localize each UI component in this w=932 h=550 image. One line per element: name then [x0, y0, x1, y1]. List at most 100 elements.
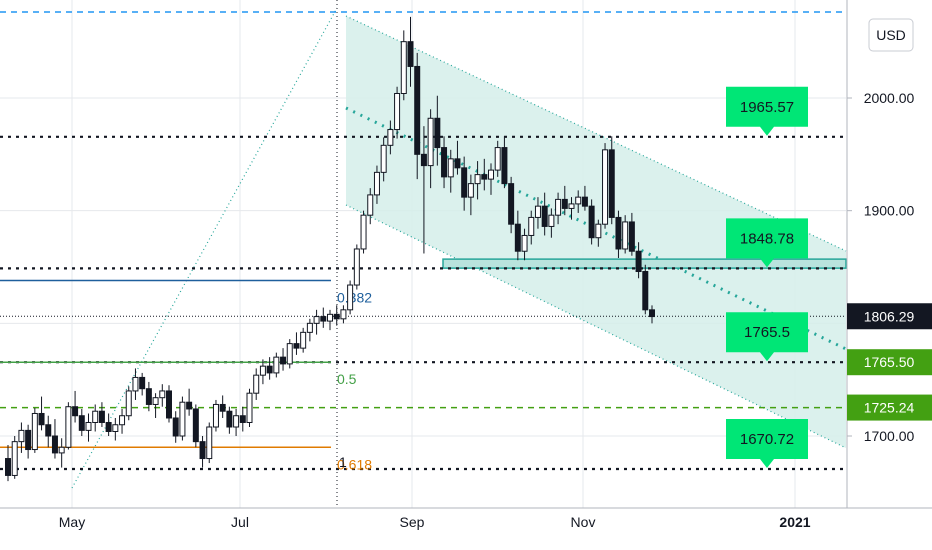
price-tag-bg[interactable]	[847, 349, 932, 376]
candle-body	[5, 458, 11, 476]
candle-body	[561, 198, 568, 209]
price-tag-bg[interactable]	[847, 303, 932, 330]
currency-button-label[interactable]: USD	[876, 27, 906, 43]
candle-body	[360, 214, 367, 250]
candle-body	[45, 424, 52, 437]
candle-body	[313, 316, 320, 324]
candle-body	[642, 271, 649, 311]
price-tag[interactable]: 1806.29	[847, 303, 932, 330]
candle-body	[320, 316, 327, 322]
candle-body	[581, 196, 588, 207]
fib-label: 0.618	[337, 456, 372, 472]
horizontal-levels	[0, 0, 846, 508]
candle-body	[340, 309, 347, 320]
candle-body	[534, 205, 541, 218]
price-tick-label: 1900.00	[864, 203, 915, 219]
price-axis[interactable]: 2000.00 1900.00 1700.00 1806.29 1765.50 1725.…	[846, 0, 932, 508]
candle-body	[286, 343, 293, 365]
callout-label: 1965.57	[740, 99, 794, 116]
candle-body	[85, 421, 92, 431]
price-tag-label[interactable]: 1765.50	[864, 354, 915, 370]
time-tick-label: Jul	[231, 514, 249, 530]
candle-body	[306, 322, 313, 333]
price-tag-label[interactable]: 1806.29	[864, 308, 915, 324]
candle-body	[635, 250, 642, 273]
candle-body	[65, 406, 72, 448]
candle-body	[166, 390, 172, 419]
candle-body	[528, 216, 535, 236]
time-tick-label: May	[59, 514, 85, 530]
candle-body	[219, 403, 226, 412]
price-tag[interactable]: 1765.50	[847, 349, 932, 376]
candle-body	[568, 203, 575, 209]
candle-body	[72, 406, 79, 417]
price-tag[interactable]: 1725.24	[847, 394, 932, 421]
candle-body	[461, 167, 468, 198]
price-callout: 1965.57	[726, 86, 808, 136]
candle-body	[481, 174, 488, 180]
fib-label-extra: 1	[339, 454, 347, 470]
candle-body	[447, 158, 454, 178]
candle-body	[132, 376, 139, 392]
candle-body	[112, 424, 119, 433]
candle-body	[501, 147, 508, 185]
callout-label: 1848.78	[740, 230, 794, 247]
currency-button[interactable]: USD	[868, 18, 914, 52]
candle-body	[615, 216, 622, 250]
candle-body	[333, 313, 340, 320]
channel-upper-line	[345, 15, 847, 252]
candle-body	[367, 194, 374, 216]
candle-body	[494, 147, 501, 171]
candle-body	[199, 441, 206, 460]
candle-body	[266, 365, 273, 374]
time-tick-label: 2021	[779, 514, 810, 530]
candle-body	[31, 412, 38, 451]
fib-label: 0.382	[337, 290, 372, 306]
candle-body	[92, 410, 99, 423]
price-callouts: 1965.57 1848.78 1765.5 1670.72	[726, 86, 808, 468]
candle-body	[427, 117, 434, 167]
candle-body	[253, 374, 260, 394]
candle-body	[233, 415, 240, 428]
callout-label: 1670.72	[740, 431, 794, 448]
candle-body	[226, 410, 233, 428]
candle-body	[58, 446, 65, 454]
candle-body	[622, 221, 629, 250]
candle-body	[98, 410, 105, 423]
candle-body	[192, 408, 199, 443]
price-tag-label[interactable]: 1725.24	[864, 400, 915, 416]
currency-button-frame[interactable]	[868, 18, 914, 52]
candle-body	[541, 205, 548, 227]
candle-body	[51, 435, 58, 454]
callout-box	[726, 312, 808, 362]
price-tag-bg[interactable]	[847, 394, 932, 421]
candle-body	[38, 412, 45, 426]
candle-body	[212, 403, 219, 428]
candle-body	[548, 214, 555, 227]
candle-body	[420, 153, 427, 167]
candle-body	[259, 365, 266, 376]
candle-body	[11, 441, 18, 476]
candle-body	[454, 158, 461, 169]
candle-body	[595, 223, 602, 239]
candle-body	[414, 65, 421, 155]
fib-label: 0.5	[337, 371, 357, 387]
candle-body	[105, 421, 112, 433]
candle-body	[300, 331, 307, 349]
candle-body	[280, 356, 287, 365]
candle-body	[172, 417, 179, 437]
candle-body	[239, 415, 246, 423]
candle-body	[119, 415, 126, 426]
candle-body	[588, 205, 595, 239]
fib-trend-line	[71, 7, 338, 489]
candle-body	[293, 343, 300, 349]
candle-body	[508, 183, 515, 225]
candle-body	[273, 356, 280, 374]
candle-body	[125, 390, 132, 417]
time-axis[interactable]: May Jul Sep Nov 2021	[0, 507, 932, 530]
candle-body	[373, 171, 380, 196]
candle-body	[159, 390, 166, 399]
candle-body	[206, 426, 213, 460]
candle-body	[78, 415, 85, 431]
